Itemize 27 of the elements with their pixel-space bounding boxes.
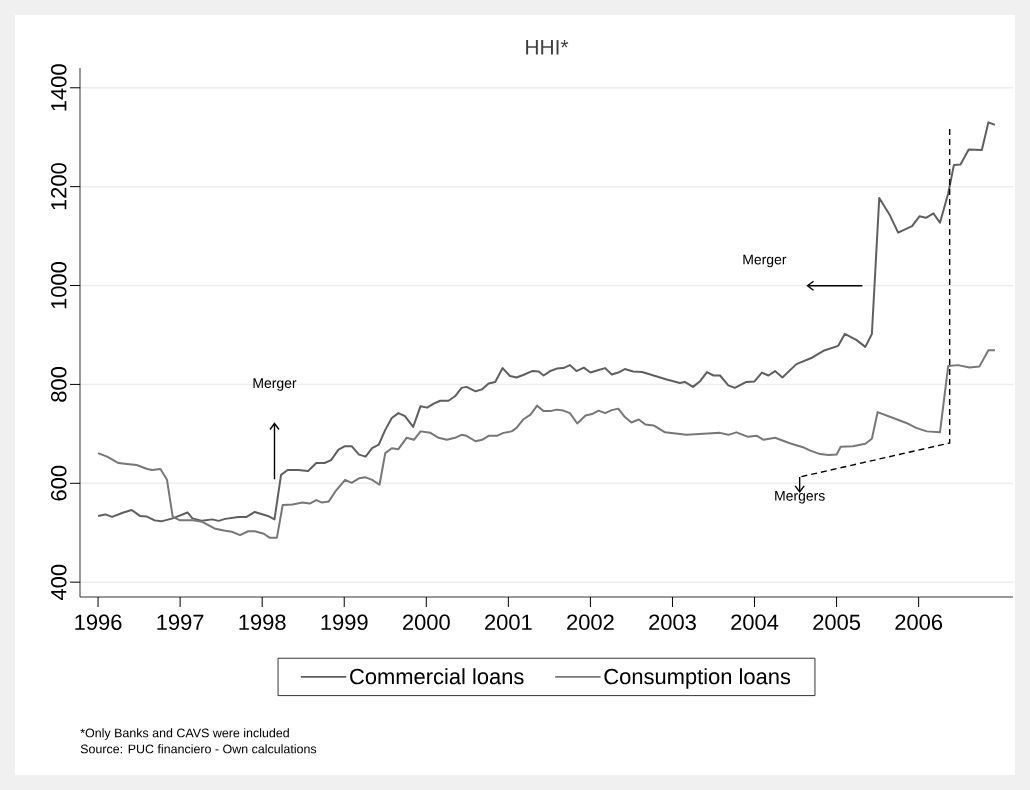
x-tick-label: 2005 (813, 614, 861, 631)
annotation: Mergers (775, 491, 825, 504)
x-tick-label: 2003 (649, 614, 696, 631)
y-tick-label: 600 (50, 465, 67, 501)
x-tick-label: 2002 (567, 614, 614, 631)
line-series (97, 121, 996, 523)
chart-title: HHI* (526, 40, 569, 55)
y-tick-label: 400 (50, 564, 67, 600)
y-tick-label: 1200 (50, 163, 67, 210)
x-tick-label: 2006 (895, 614, 943, 631)
text: *Only Banks and CAVS were included (80, 728, 289, 740)
y-tick-label: 1400 (50, 64, 67, 111)
x-tick-label: 1999 (321, 614, 368, 631)
x-tick-label: 1997 (157, 614, 204, 631)
y-tick-label: 800 (50, 366, 67, 402)
annotation: Merger (743, 254, 787, 268)
x-tick-label: 2000 (403, 614, 450, 631)
annotation: Merger (253, 378, 297, 391)
legend-label: Commercial loans (350, 668, 524, 685)
source-note: Source: PUC financiero - Own calculations (80, 744, 317, 754)
x-tick-label: 2004 (731, 614, 779, 631)
x-tick-label: 2001 (485, 614, 532, 631)
line-series (97, 349, 996, 539)
x-tick-label: 1998 (239, 614, 286, 631)
x-tick-label: 1996 (75, 614, 122, 631)
legend-label: Consumption loans (604, 668, 791, 689)
y-tick-label: 1000 (50, 262, 67, 309)
